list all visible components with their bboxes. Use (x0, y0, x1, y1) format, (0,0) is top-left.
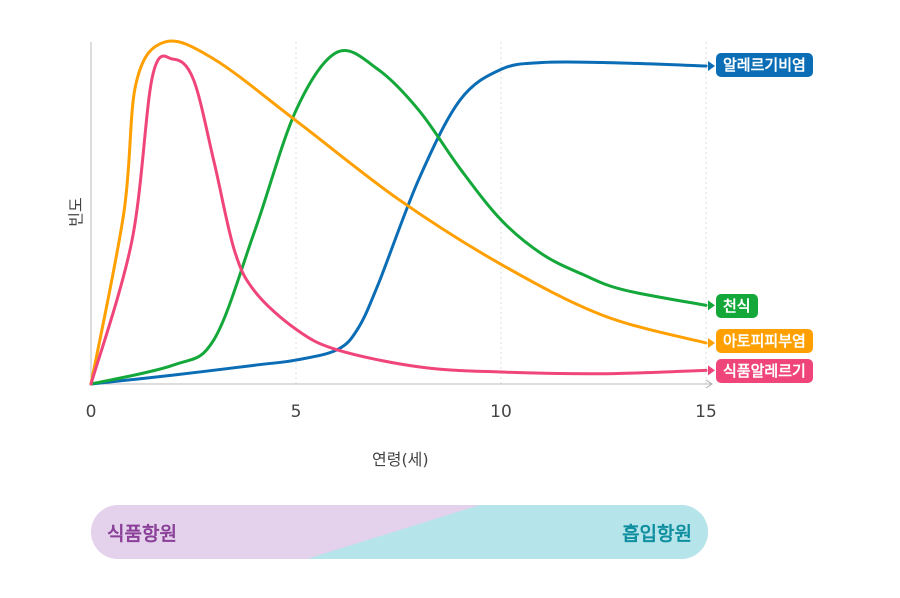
x-tick-label: 15 (695, 402, 717, 422)
series-arrow (708, 337, 715, 348)
food-antigen-label: 식품항원 (107, 523, 177, 545)
x-axis-label: 연령(세) (372, 450, 429, 469)
series-line (89, 54, 708, 386)
series-arrow (708, 300, 715, 311)
x-tick-label: 5 (290, 402, 302, 422)
inhalant-antigen-label: 흡입항원 (622, 523, 692, 545)
antigen-band: 식품항원 흡입항원 (91, 505, 708, 559)
series-line (89, 39, 708, 386)
series-arrow (708, 365, 715, 376)
y-axis-label: 빈도 (66, 197, 86, 227)
series-line (89, 49, 708, 386)
x-tick-label: 10 (490, 402, 512, 422)
series-label-rhinitis: 알레르기비염 (716, 53, 813, 77)
series-label-asthma: 천식 (716, 294, 758, 318)
inhalant-region (306, 505, 708, 559)
x-tick-label: 0 (85, 402, 97, 422)
series-label-atopic: 아토피피부염 (716, 329, 813, 353)
series-label-food: 식품알레르기 (716, 359, 813, 383)
series-arrow (708, 60, 715, 71)
x-axis-arrow (705, 379, 713, 389)
series-line (89, 60, 708, 386)
